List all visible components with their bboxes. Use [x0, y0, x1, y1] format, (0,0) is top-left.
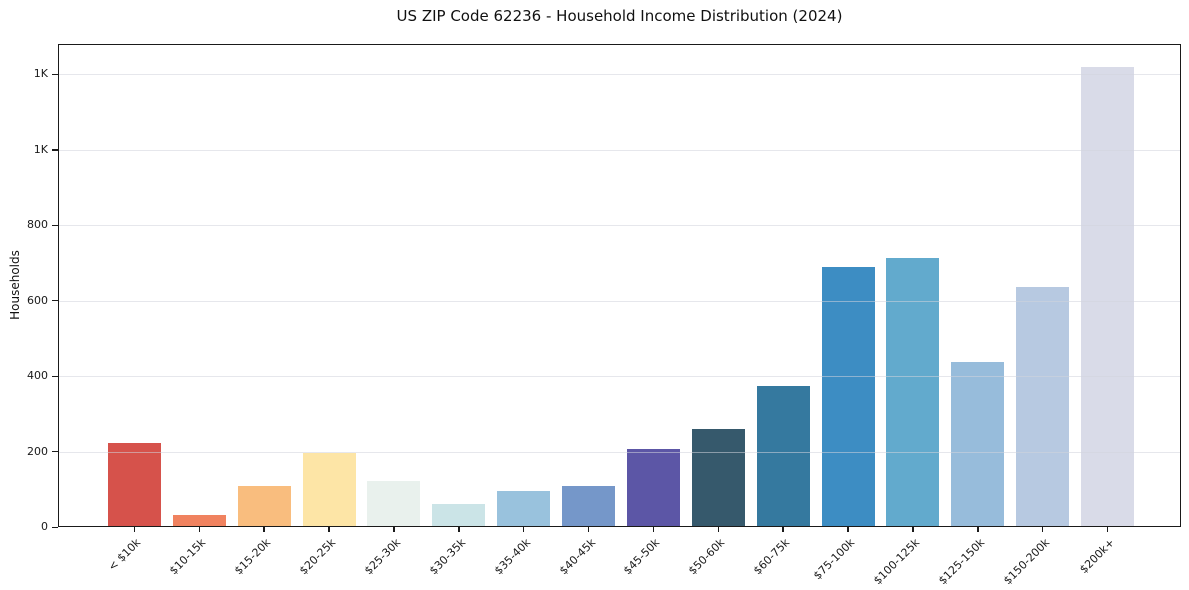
x-tick-mark: [393, 527, 395, 532]
y-tick-label: 1K: [33, 67, 48, 81]
x-tick-label: $30-35k: [426, 536, 469, 578]
x-tick-label: $75-100k: [811, 536, 858, 583]
bar-$100-125k: [886, 257, 940, 527]
gridline-y-800: [58, 225, 1181, 227]
y-tick-label: 1K: [33, 142, 48, 156]
bar-$75-100k: [821, 267, 875, 527]
y-tick-label: 400: [27, 369, 48, 383]
x-tick-mark: [522, 527, 525, 532]
y-tick-mark: [52, 526, 58, 528]
bar-$125-150k: [951, 361, 1005, 527]
x-tick-mark: [1106, 527, 1109, 532]
x-tick-label: $125-150k: [935, 536, 988, 588]
x-tick-mark: [263, 527, 265, 532]
bar-$15-20k: [237, 485, 291, 527]
y-tick-label: 600: [27, 293, 48, 307]
x-tick-label: $60-75k: [751, 536, 793, 578]
x-tick-label: $20-25k: [296, 536, 339, 578]
chart-title: US ZIP Code 62236 - Household Income Dis…: [396, 7, 843, 25]
x-tick-mark: [1041, 527, 1044, 532]
x-tick-mark: [977, 527, 979, 532]
y-tick-label: 0: [41, 520, 48, 533]
x-tick-label: $25-30k: [361, 536, 404, 578]
bar-< $10k: [107, 442, 161, 527]
gridline-y-200: [58, 451, 1181, 453]
x-tick-label: $100-125k: [870, 536, 923, 588]
y-tick-mark: [52, 73, 58, 76]
x-tick-mark: [912, 527, 914, 532]
x-tick-label: $35-40k: [491, 536, 533, 578]
y-tick-mark: [52, 149, 58, 151]
y-tick-label: 800: [27, 218, 48, 232]
x-tick-mark: [458, 527, 460, 532]
bar-$30-35k: [432, 503, 486, 527]
bar-$10-15k: [172, 514, 226, 527]
bar-$25-30k: [367, 480, 421, 527]
bar-$200k+: [1081, 67, 1135, 527]
y-axis-label: Households: [8, 250, 22, 320]
x-tick-mark: [328, 527, 330, 532]
bar-$60-75k: [756, 385, 810, 527]
y-tick-mark: [52, 300, 58, 302]
x-tick-label: $50-60k: [686, 536, 728, 578]
x-tick-label: $15-20k: [232, 536, 274, 578]
x-tick-label: $200k+: [1076, 536, 1117, 577]
x-tick-label: $10-15k: [167, 536, 209, 578]
x-tick-mark: [198, 527, 200, 532]
x-tick-label: $40-45k: [556, 536, 598, 578]
bar-$40-45k: [562, 485, 616, 527]
x-tick-label: < $10k: [106, 536, 144, 574]
bar-$50-60k: [691, 428, 745, 527]
x-tick-label: $150-200k: [1000, 536, 1052, 588]
bar-$35-40k: [497, 490, 551, 527]
y-tick-mark: [52, 375, 58, 377]
gridline-y-1000: [58, 149, 1181, 151]
bar-$150-200k: [1016, 287, 1070, 527]
gridline-y-600: [58, 300, 1181, 302]
x-tick-mark: [133, 527, 136, 532]
x-tick-mark: [782, 527, 784, 532]
bar-$45-50k: [626, 448, 680, 527]
plot-area: [58, 44, 1181, 527]
gridline-y-1200: [58, 74, 1181, 76]
x-tick-mark: [717, 527, 719, 532]
x-tick-mark: [587, 527, 590, 532]
x-tick-mark: [652, 527, 655, 532]
gridline-y-400: [58, 376, 1181, 378]
y-tick-label: 200: [27, 444, 48, 458]
x-tick-mark: [847, 527, 849, 532]
y-tick-mark: [52, 224, 58, 227]
y-tick-mark: [52, 451, 58, 453]
x-tick-label: $45-50k: [621, 536, 663, 578]
bar-$20-25k: [302, 453, 356, 527]
